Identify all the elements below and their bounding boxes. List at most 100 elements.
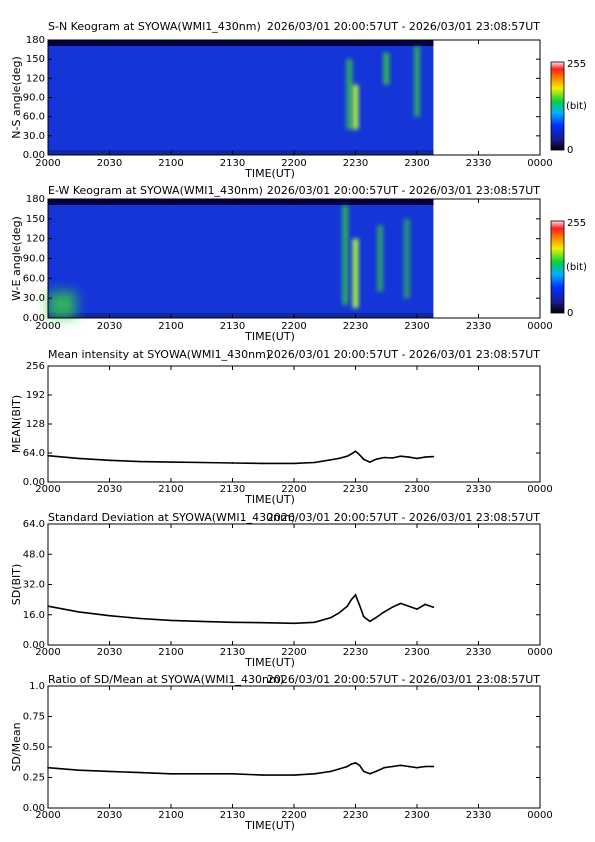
data-point xyxy=(170,773,172,775)
data-point xyxy=(330,616,332,619)
x-tick-label: 2030 xyxy=(97,810,122,821)
x-axis-label: TIME(UT) xyxy=(244,493,295,506)
x-tick-label: 2100 xyxy=(158,810,183,821)
x-tick-label: 0000 xyxy=(527,484,552,495)
keogram-bottom-band xyxy=(48,313,434,318)
data-point xyxy=(77,457,80,460)
y-tick-label: 16.0 xyxy=(23,610,45,621)
x-tick-label: 0000 xyxy=(527,810,552,821)
x-tick-label: 2200 xyxy=(281,158,306,169)
colorbar-max-label: 255 xyxy=(567,218,586,229)
y-tick-label: 120 xyxy=(26,234,45,245)
colorbar xyxy=(550,220,565,314)
data-point xyxy=(170,461,172,463)
time-range: 2026/03/01 20:00:57UT - 2026/03/01 23:08… xyxy=(267,673,540,686)
colorbar-min-label: 0 xyxy=(567,145,573,156)
x-tick-label: 0000 xyxy=(527,158,552,169)
x-tick-label: 2000 xyxy=(35,321,60,332)
aurora-feature xyxy=(352,238,359,309)
data-point xyxy=(77,611,80,613)
x-tick-label: 2230 xyxy=(343,321,368,332)
data-point xyxy=(200,773,203,775)
x-tick-label: 2330 xyxy=(466,484,491,495)
x-tick-label: 2100 xyxy=(158,321,183,332)
time-range: 2026/03/01 20:00:57UT - 2026/03/01 23:08… xyxy=(267,348,540,361)
y-tick-label: 0.00 xyxy=(23,313,45,324)
y-tick-label: 192 xyxy=(26,390,45,401)
data-point xyxy=(358,454,361,456)
x-tick-label: 2200 xyxy=(281,321,306,332)
data-point xyxy=(293,462,295,465)
y-tick-label: 30.0 xyxy=(23,131,45,142)
data-point xyxy=(313,621,316,624)
panel-5: Ratio of SD/Mean at SYOWA(WMI1_430nm)202… xyxy=(10,673,553,832)
data-point xyxy=(369,773,371,775)
x-tick-label: 2230 xyxy=(343,158,368,169)
data-point xyxy=(369,461,371,463)
x-tick-label: 2200 xyxy=(281,810,306,821)
x-tick-label: 2300 xyxy=(404,810,429,821)
data-point xyxy=(47,454,49,457)
data-point xyxy=(139,617,142,620)
panel-2: 255 (bit) 0 E-W Keogram at SYOWA(WMI1_430nm… xyxy=(10,184,587,343)
data-point xyxy=(139,460,142,463)
data-point xyxy=(408,765,410,768)
data-point xyxy=(330,770,332,773)
x-tick-label: 2130 xyxy=(220,810,245,821)
y-tick-label: 30.0 xyxy=(23,293,45,304)
x-tick-label: 2200 xyxy=(281,484,306,495)
y-axis-label: SD/Mean xyxy=(10,722,23,771)
panel-title: S-N Keogram at SYOWA(WMI1_430nm) xyxy=(48,20,261,33)
y-tick-label: 0.00 xyxy=(23,150,45,161)
aurora-feature xyxy=(383,52,390,85)
data-point xyxy=(358,764,361,767)
y-axis-label: MEAN(BIT) xyxy=(10,395,23,453)
x-tick-label: 0000 xyxy=(527,321,552,332)
y-tick-label: 150 xyxy=(26,54,45,65)
y-tick-label: 0.00 xyxy=(23,477,45,488)
x-tick-label: 2300 xyxy=(404,647,429,658)
x-tick-label: 2330 xyxy=(466,647,491,658)
data-point xyxy=(362,458,365,461)
data-point xyxy=(346,455,349,457)
data-point xyxy=(231,621,234,624)
keogram-top-band xyxy=(48,199,434,205)
x-tick-label: 2100 xyxy=(158,158,183,169)
panel-title: Ratio of SD/Mean at SYOWA(WMI1_430nm) xyxy=(48,673,284,686)
data-point xyxy=(77,769,80,771)
x-tick-label: 2330 xyxy=(466,158,491,169)
x-axis-label: TIME(UT) xyxy=(244,167,295,180)
aurora-feature xyxy=(414,46,420,117)
x-tick-label: 2230 xyxy=(343,810,368,821)
x-tick-label: 0000 xyxy=(527,647,552,658)
y-tick-label: 128 xyxy=(26,419,45,430)
x-axis-label: TIME(UT) xyxy=(244,819,295,832)
aurora-feature xyxy=(352,84,359,130)
y-tick-label: 64.0 xyxy=(23,519,45,530)
y-tick-label: 64.0 xyxy=(23,448,45,459)
data-point xyxy=(358,604,361,607)
panel-title: Mean intensity at SYOWA(WMI1_430nm) xyxy=(48,348,270,361)
series-line xyxy=(47,450,434,465)
time-range: 2026/03/01 20:00:57UT - 2026/03/01 23:08… xyxy=(267,20,540,33)
plot-frame xyxy=(47,365,541,483)
data-point xyxy=(350,453,353,455)
x-tick-label: 2030 xyxy=(97,484,122,495)
plot-frame xyxy=(47,523,541,646)
panel-3: Mean intensity at SYOWA(WMI1_430nm)2026/… xyxy=(10,348,553,506)
x-tick-label: 2300 xyxy=(404,321,429,332)
colorbar xyxy=(550,61,565,151)
x-tick-label: 2030 xyxy=(97,647,122,658)
aurora-feature xyxy=(346,59,353,130)
data-point xyxy=(350,763,353,765)
x-tick-label: 2100 xyxy=(158,647,183,658)
x-tick-label: 2200 xyxy=(281,647,306,658)
data-point xyxy=(293,622,295,625)
data-point xyxy=(399,455,402,457)
y-axis-label: W-E angle(deg) xyxy=(10,216,23,301)
data-point xyxy=(139,771,142,774)
x-tick-label: 2130 xyxy=(220,158,245,169)
data-point xyxy=(231,773,234,775)
data-point xyxy=(399,602,402,605)
y-tick-label: 0.25 xyxy=(23,773,45,784)
